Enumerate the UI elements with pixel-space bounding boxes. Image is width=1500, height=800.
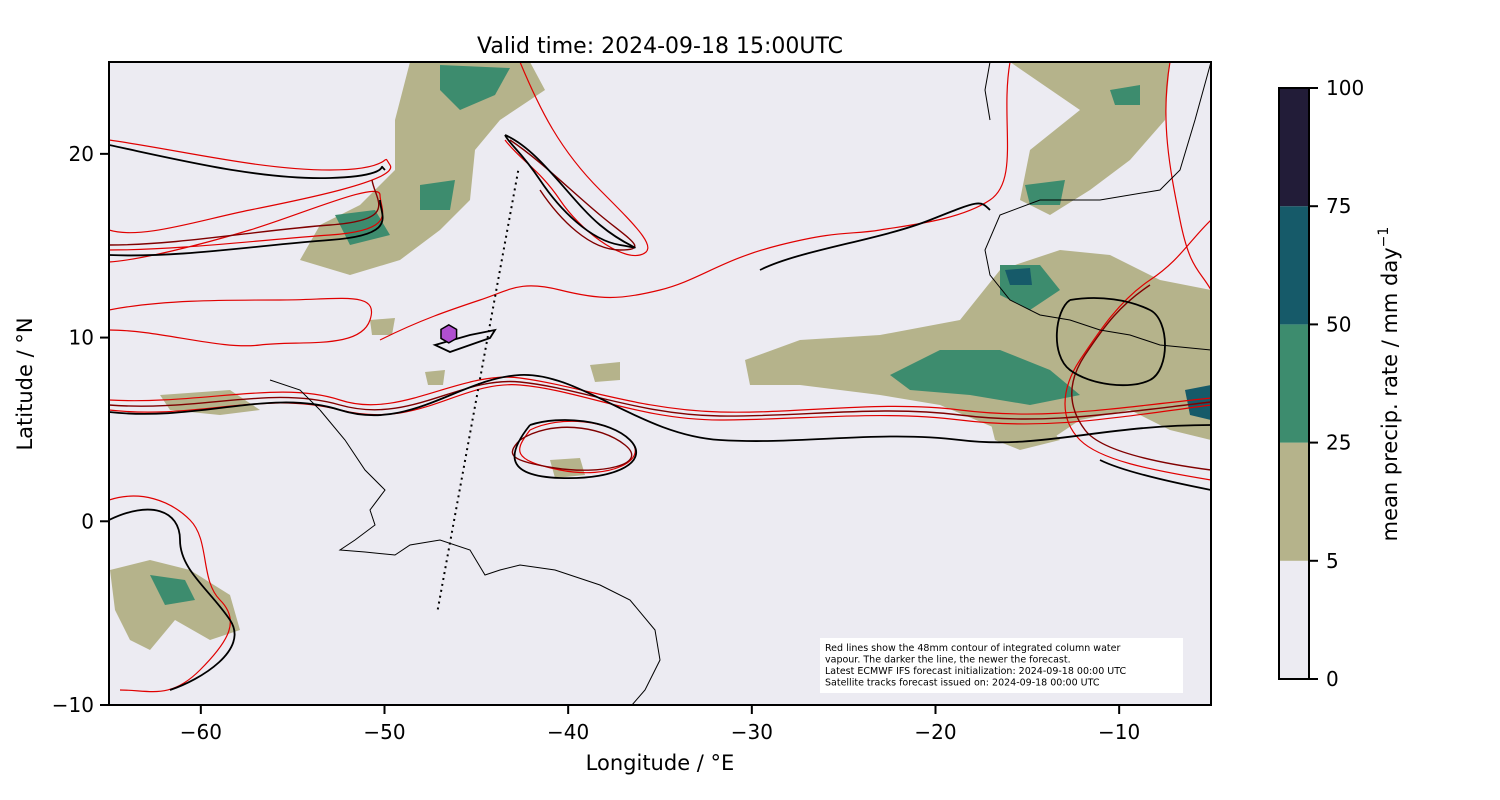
colorbar-tick-label: 25 bbox=[1326, 431, 1351, 455]
annotation-line: Latest ECMWF IFS forecast initialization… bbox=[825, 666, 1126, 677]
ticks: −60 −50 −40 −30 −20 −10 −10 0 10 20 bbox=[52, 142, 1140, 744]
colorbar-segment bbox=[1279, 442, 1309, 561]
colorbar-frame bbox=[1278, 87, 1310, 680]
y-tick-label: 0 bbox=[81, 509, 94, 533]
colorbar-label-exponent: −1 bbox=[1376, 227, 1392, 248]
annotation-line: Satellite tracks forecast issued on: 202… bbox=[825, 678, 1100, 689]
axes-frame bbox=[108, 61, 1212, 706]
colorbar-tick-label: 100 bbox=[1326, 76, 1364, 100]
x-tick-label: −60 bbox=[180, 720, 222, 744]
colorbar-segment bbox=[1279, 88, 1309, 207]
annotation-background bbox=[820, 638, 1183, 693]
annotation-line: Red lines show the 48mm contour of integ… bbox=[825, 643, 1120, 654]
y-tick-label: 20 bbox=[69, 142, 94, 166]
coastlines bbox=[269, 62, 1211, 705]
y-tick-label: 10 bbox=[69, 326, 94, 350]
x-tick-label: −10 bbox=[1098, 720, 1140, 744]
colorbar-segment bbox=[1279, 206, 1309, 325]
colorbar-label: mean precip. rate / mm day−1 bbox=[1376, 227, 1402, 542]
overlay bbox=[436, 168, 520, 610]
x-tick-label: −30 bbox=[731, 720, 773, 744]
x-tick-label: −50 bbox=[363, 720, 405, 744]
colorbar-tick-label: 0 bbox=[1326, 667, 1339, 691]
y-tick-label: −10 bbox=[52, 693, 94, 717]
chart-title: Valid time: 2024-09-18 15:00UTC bbox=[477, 34, 843, 59]
x-tick-label: −40 bbox=[547, 720, 589, 744]
vapour-contours bbox=[109, 62, 1211, 693]
colorbar-tick-label: 50 bbox=[1326, 312, 1351, 336]
colorbar-tick-label: 75 bbox=[1326, 194, 1351, 218]
y-axis-label: Latitude / °N bbox=[13, 317, 37, 450]
colorbar-label-text: mean precip. rate / mm day bbox=[1378, 247, 1402, 541]
satellite-track bbox=[436, 168, 520, 610]
precip-areas bbox=[110, 62, 1211, 650]
colorbar-segment bbox=[1279, 560, 1309, 679]
colorbar: 0 5 25 50 75 100 bbox=[1278, 76, 1364, 691]
annotation-box: Red lines show the 48mm contour of integ… bbox=[820, 638, 1183, 693]
colorbar-tick-label: 5 bbox=[1326, 549, 1339, 573]
x-axis-label: Longitude / °E bbox=[586, 751, 735, 775]
satellite-marker bbox=[440, 324, 458, 344]
map-layer bbox=[109, 62, 1211, 705]
annotation-line: vapour. The darker the line, the newer t… bbox=[825, 655, 1071, 666]
x-tick-label: −20 bbox=[914, 720, 956, 744]
colorbar-segment bbox=[1279, 324, 1309, 443]
